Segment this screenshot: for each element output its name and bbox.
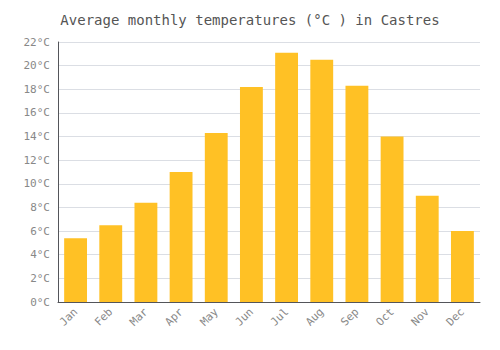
svg-text:Jul: Jul [268,305,291,328]
svg-text:Sep: Sep [338,305,361,328]
svg-text:0°C: 0°C [30,296,50,309]
svg-text:May: May [198,305,221,328]
svg-text:Apr: Apr [162,305,185,328]
svg-text:Jun: Jun [233,305,256,328]
svg-text:22°C: 22°C [24,36,51,49]
svg-text:Oct: Oct [373,305,396,328]
svg-text:20°C: 20°C [24,59,51,72]
svg-text:8°C: 8°C [30,201,50,214]
svg-text:12°C: 12°C [24,154,51,167]
svg-text:Mar: Mar [127,305,150,328]
svg-text:10°C: 10°C [24,177,51,190]
svg-text:14°C: 14°C [24,130,51,143]
svg-text:Dec: Dec [444,305,467,328]
svg-text:Nov: Nov [409,305,432,328]
svg-text:2°C: 2°C [30,272,50,285]
svg-text:Jan: Jan [57,305,80,328]
svg-text:6°C: 6°C [30,225,50,238]
svg-text:4°C: 4°C [30,248,50,261]
svg-text:18°C: 18°C [24,83,51,96]
svg-text:Feb: Feb [92,305,115,328]
svg-text:Aug: Aug [303,305,326,328]
svg-text:16°C: 16°C [24,106,51,119]
svg-text:Average monthly temperatures (: Average monthly temperatures (°C ) in Ca… [60,12,439,28]
